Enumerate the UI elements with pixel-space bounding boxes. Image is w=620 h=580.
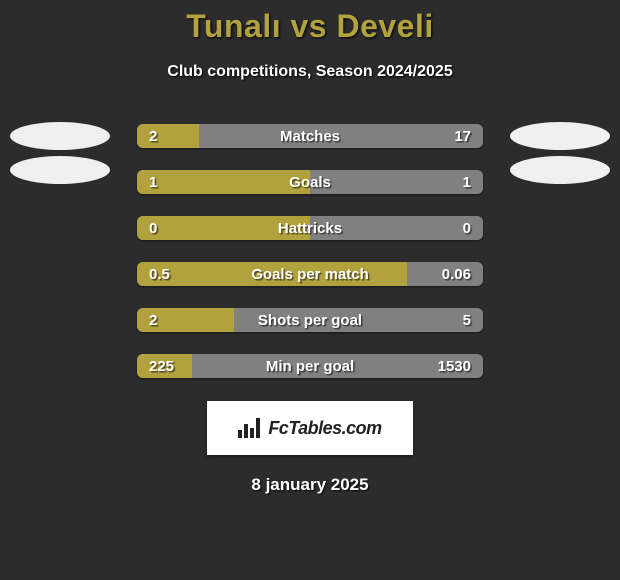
stat-bar: 217Matches [137,124,483,148]
page-subtitle: Club competitions, Season 2024/2025 [0,63,620,81]
stat-label: Shots per goal [137,308,483,332]
stat-row: 00Hattricks [0,205,620,251]
badge-text: FcTables.com [268,418,381,439]
comparison-infographic: Tunalı vs Develi Club competitions, Seas… [0,0,620,580]
stat-row: 25Shots per goal [0,297,620,343]
stat-bar: 0.50.06Goals per match [137,262,483,286]
stat-label: Goals per match [137,262,483,286]
stat-bar: 11Goals [137,170,483,194]
stat-row: 0.50.06Goals per match [0,251,620,297]
fctables-badge: FcTables.com [207,401,413,455]
stat-row: 217Matches [0,113,620,159]
stat-bar: 2251530Min per goal [137,354,483,378]
stat-label: Matches [137,124,483,148]
page-title: Tunalı vs Develi [0,8,620,45]
stats-bars: 217Matches 11Goals 00Hattricks 0.50.06Goals… [0,113,620,389]
bar-chart-icon [238,418,260,438]
stat-label: Hattricks [137,216,483,240]
stat-label: Min per goal [137,354,483,378]
stat-bar: 00Hattricks [137,216,483,240]
stat-row: 11Goals [0,159,620,205]
stat-bar: 25Shots per goal [137,308,483,332]
stat-row: 2251530Min per goal [0,343,620,389]
stat-label: Goals [137,170,483,194]
footer-date: 8 january 2025 [0,475,620,495]
